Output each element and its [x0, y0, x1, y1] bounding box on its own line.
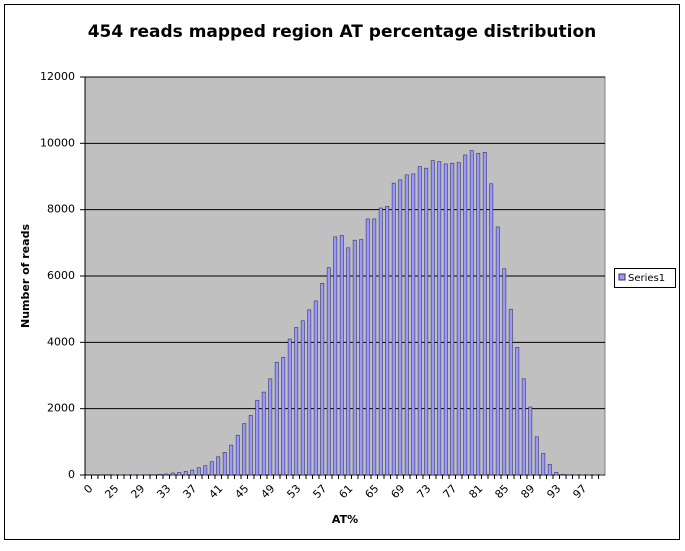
bar — [542, 453, 545, 475]
bar — [496, 227, 499, 475]
bar — [334, 237, 337, 475]
bar — [158, 474, 161, 475]
bar — [308, 310, 311, 475]
bar — [217, 457, 220, 475]
y-tick-label: 2000 — [47, 402, 75, 415]
bar — [165, 474, 168, 475]
bar — [561, 474, 564, 475]
chart-title: 454 reads mapped region AT percentage di… — [88, 22, 597, 42]
bar — [223, 452, 226, 475]
bar — [548, 464, 551, 475]
bar — [535, 437, 538, 475]
bar — [444, 164, 447, 475]
bar — [490, 184, 493, 475]
bar — [360, 240, 363, 475]
bar — [555, 472, 558, 475]
bar — [275, 362, 278, 475]
bar — [366, 219, 369, 475]
bar — [457, 163, 460, 475]
bar — [425, 168, 428, 475]
bar — [171, 473, 174, 475]
bar — [529, 407, 532, 475]
bar — [509, 309, 512, 475]
bar — [191, 470, 194, 475]
bar — [269, 379, 272, 475]
bar — [418, 167, 421, 475]
bar — [295, 327, 298, 475]
y-tick-label: 4000 — [47, 335, 75, 348]
bar — [197, 468, 200, 475]
y-tick-label: 6000 — [47, 269, 75, 282]
bar — [236, 435, 239, 475]
bar — [210, 462, 213, 475]
bar — [230, 445, 233, 475]
bar — [327, 268, 330, 475]
bar — [314, 301, 317, 475]
bar — [451, 163, 454, 475]
bar — [321, 283, 324, 475]
bar — [282, 357, 285, 475]
bar — [438, 162, 441, 475]
x-axis-title: AT% — [332, 513, 358, 526]
bar — [503, 269, 506, 475]
bar — [204, 466, 207, 475]
bar — [288, 339, 291, 475]
y-tick-label: 8000 — [47, 203, 75, 216]
legend-swatch — [619, 274, 625, 280]
bar — [522, 379, 525, 475]
bar — [464, 155, 467, 475]
bar — [256, 400, 259, 475]
bar — [477, 153, 480, 475]
bar — [373, 219, 376, 475]
y-tick-label: 12000 — [40, 70, 75, 83]
bar — [340, 236, 343, 475]
bar — [431, 161, 434, 475]
bar — [470, 151, 473, 475]
bar — [353, 240, 356, 475]
y-axis-title: Number of reads — [19, 224, 32, 328]
bar — [392, 183, 395, 475]
bar — [412, 174, 415, 475]
legend-label: Series1 — [628, 273, 665, 284]
bar — [483, 152, 486, 475]
bar — [184, 471, 187, 475]
bar — [249, 415, 252, 475]
bar — [399, 180, 402, 475]
bar — [386, 206, 389, 475]
bar — [262, 392, 265, 475]
bar — [347, 248, 350, 475]
bar — [243, 424, 246, 475]
bar — [379, 208, 382, 475]
y-tick-label: 0 — [68, 468, 75, 481]
bar — [405, 175, 408, 475]
y-tick-label: 10000 — [40, 136, 75, 149]
bar — [301, 321, 304, 475]
bar — [516, 347, 519, 475]
bar — [178, 472, 181, 475]
